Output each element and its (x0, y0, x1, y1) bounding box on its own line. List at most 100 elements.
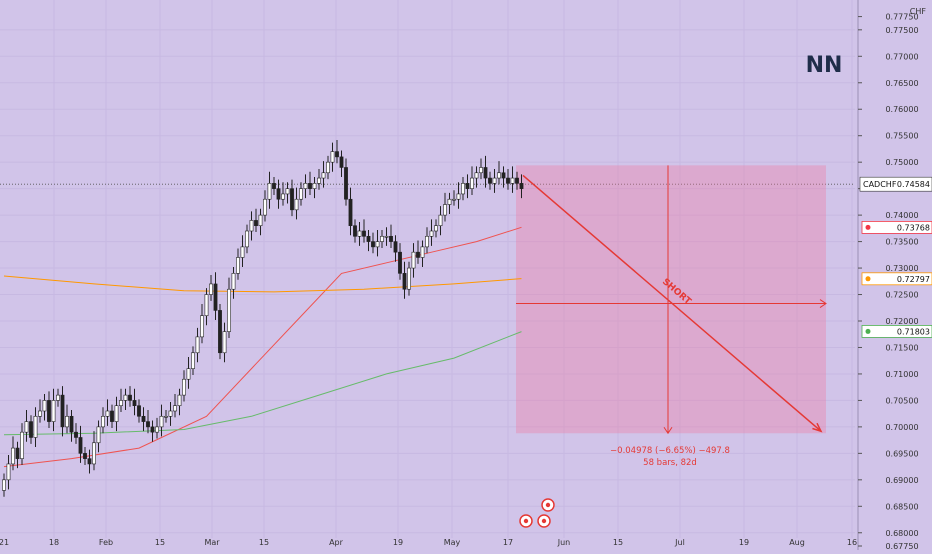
candle-body (470, 177, 474, 189)
candle-body (429, 230, 434, 237)
candle-body (240, 246, 245, 258)
candles (2, 139, 524, 497)
event-icon-dot (523, 518, 529, 524)
candle-body (492, 177, 497, 184)
candle-body (6, 463, 11, 481)
candle-body (249, 220, 254, 232)
candle-body (465, 183, 470, 189)
candle-body (83, 453, 87, 459)
position-vertical-arrow (663, 426, 673, 435)
ma-label-box (861, 325, 932, 338)
candle-body (60, 394, 65, 428)
ma-orange-line (3, 275, 522, 293)
candle-body (159, 415, 164, 428)
candle-body (195, 336, 200, 354)
candle-body (483, 167, 488, 179)
price-label-box (859, 176, 932, 192)
time-tick-label: 18 (49, 538, 59, 547)
candle-body (141, 415, 146, 422)
candle-body (434, 225, 438, 232)
candle-body (326, 161, 330, 174)
candle-body (42, 400, 47, 412)
candle-body (321, 172, 326, 179)
candle-body (2, 479, 6, 491)
ma-label-box (861, 272, 932, 286)
candle-body (191, 352, 195, 369)
candle-body (177, 394, 182, 407)
candle-body (69, 415, 74, 433)
position-zone (516, 165, 826, 434)
price-tick-label: 0.72000 (885, 317, 918, 326)
candle-body (488, 177, 492, 184)
candle-body (38, 410, 42, 417)
candle-body (119, 400, 123, 407)
ma-label-box (861, 220, 932, 234)
time-axis: 21 18 Feb 15 Mar 15 Apr 19 May 17 Jun 15 Jul 19 Aug 16 (0, 538, 857, 547)
candle-body (402, 273, 407, 290)
candle-body (150, 426, 155, 433)
time-tick-label: May (444, 538, 461, 547)
price-tick-label: 0.73000 (885, 264, 918, 273)
price-tick-label: 0.71000 (885, 370, 918, 379)
candle-body (357, 230, 362, 237)
candle-body (74, 431, 78, 438)
price-label-value: 0.74584 (897, 180, 930, 189)
ma-label-value: 0.71803 (897, 327, 930, 336)
time-tick-label: Feb (99, 538, 113, 547)
time-tick-label: 15 (613, 538, 623, 547)
candle-body (254, 220, 258, 227)
price-tick-label: 0.68500 (885, 502, 918, 511)
candle-body (353, 225, 357, 237)
candle-body (92, 442, 96, 465)
candle-body (420, 246, 425, 258)
time-tick-label: 15 (259, 538, 269, 547)
candle-body (78, 437, 83, 454)
time-tick-label: 19 (739, 538, 749, 547)
candle-body (438, 214, 443, 227)
candle-body (105, 410, 110, 417)
candle-body (348, 198, 353, 227)
candle-body (519, 183, 524, 189)
time-tick-label: Jun (557, 538, 571, 547)
candle-body (101, 415, 105, 428)
event-markers (519, 498, 555, 528)
candle-body (479, 167, 483, 174)
ma-label-value: 0.73768 (897, 223, 930, 232)
candle-body (335, 151, 339, 158)
candle-body (501, 172, 506, 179)
event-icon-dot (545, 502, 551, 508)
price-tick-label: 0.77500 (885, 26, 918, 35)
candle-body (24, 421, 29, 433)
grid (0, 0, 855, 538)
candle-body (155, 426, 159, 433)
candle-body (416, 251, 420, 258)
candle-body (218, 310, 222, 354)
candle-body (204, 294, 209, 317)
candle-body (330, 151, 335, 163)
candle-body (312, 183, 317, 189)
watermark-nn: NN (806, 53, 843, 78)
candle-body (263, 198, 267, 216)
candle-body (344, 167, 348, 200)
price-tick-label: 0.76000 (885, 105, 918, 114)
candle-body (128, 394, 132, 401)
price-tick-label: 0.69000 (885, 476, 918, 485)
candle-body (272, 183, 276, 189)
candle-body (452, 198, 456, 201)
candle-body (47, 400, 51, 422)
price-tick-label: 0.77000 (885, 52, 918, 61)
candle-body (222, 331, 227, 354)
candle-body (15, 447, 20, 459)
currency-label: CHF (910, 7, 927, 16)
candle-body (11, 447, 15, 465)
candle-body (110, 410, 114, 422)
price-tick-label: 0.67750 (885, 542, 918, 550)
candle-body (339, 156, 344, 168)
price-tick-label: 0.74000 (885, 211, 918, 220)
candle-body (303, 183, 308, 189)
candle-body (515, 177, 519, 184)
candle-body (398, 251, 402, 274)
trend-arrow (522, 174, 822, 432)
